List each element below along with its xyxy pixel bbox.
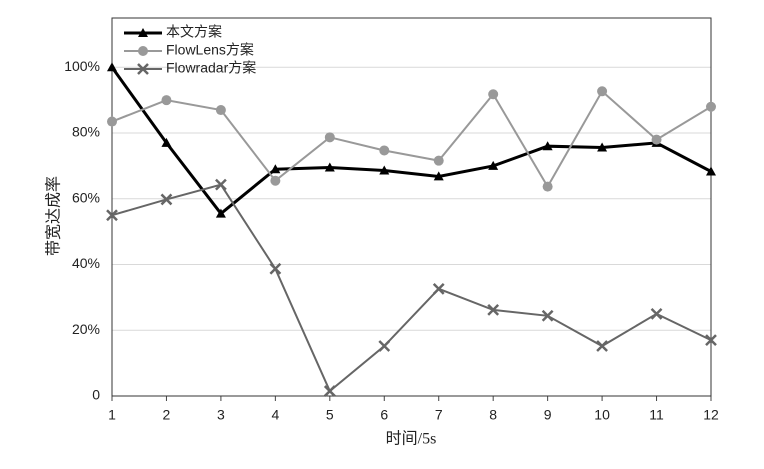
marker: [706, 101, 716, 112]
marker: [378, 340, 391, 352]
marker: [432, 282, 445, 295]
x-tick-label: 6: [380, 407, 388, 423]
marker: [597, 86, 608, 97]
marker: [324, 162, 335, 172]
legend-entry: Flowradar方案: [124, 60, 256, 76]
x-tick-label: 11: [649, 407, 664, 423]
marker: [270, 164, 281, 174]
x-axis-title: 时间/5s: [386, 430, 437, 448]
x-tick-label: 3: [217, 407, 225, 423]
marker: [107, 116, 117, 127]
marker: [542, 141, 553, 151]
marker: [379, 165, 390, 175]
marker: [433, 155, 444, 166]
marker: [106, 209, 118, 222]
marker: [488, 89, 499, 100]
y-axis-title: 带宽达成率: [45, 176, 63, 256]
marker: [542, 181, 553, 192]
x-tick-label: 4: [271, 407, 279, 423]
marker: [138, 46, 148, 56]
marker: [651, 134, 662, 145]
marker: [161, 137, 172, 147]
marker: [270, 175, 281, 186]
legend-label: Flowradar方案: [166, 60, 256, 76]
marker: [596, 340, 608, 352]
marker: [138, 28, 148, 37]
marker: [705, 334, 717, 347]
marker: [137, 63, 149, 75]
marker: [433, 171, 444, 181]
marker: [161, 95, 172, 106]
marker: [324, 132, 335, 143]
marker: [487, 303, 500, 316]
x-tick-label: 12: [703, 407, 719, 423]
marker: [215, 178, 227, 191]
marker: [488, 160, 499, 170]
y-tick-label: 60%: [72, 189, 100, 205]
y-tick-label: 0: [92, 387, 100, 403]
marker: [323, 385, 336, 397]
legend-entry: FlowLens方案: [124, 42, 254, 58]
legend-label: FlowLens方案: [166, 42, 254, 58]
marker: [269, 262, 282, 275]
x-tick-label: 8: [489, 407, 497, 423]
series-line: [110, 66, 712, 216]
y-tick-label: 40%: [72, 255, 100, 271]
legend-label: 本文方案: [166, 24, 222, 40]
legend-entry: 本文方案: [124, 24, 222, 40]
y-tick-label: 80%: [72, 124, 100, 140]
marker: [379, 145, 390, 156]
marker: [107, 62, 117, 72]
marker: [215, 105, 226, 116]
marker: [215, 208, 226, 218]
x-tick-label: 7: [435, 407, 443, 423]
series-line: [111, 183, 712, 393]
marker: [706, 166, 716, 176]
marker: [650, 307, 663, 320]
marker: [597, 142, 608, 152]
plot-frame: [111, 17, 712, 397]
x-tick-label: 9: [544, 407, 552, 423]
x-tick-label: 2: [163, 407, 171, 423]
series-line: [111, 89, 712, 189]
y-tick-label: 100%: [64, 58, 100, 74]
x-tick-label: 1: [108, 407, 116, 423]
marker: [541, 309, 554, 322]
y-tick-label: 20%: [72, 321, 100, 337]
x-tick-label: 5: [326, 407, 334, 423]
x-tick-label: 10: [594, 407, 610, 423]
marker: [160, 193, 173, 206]
